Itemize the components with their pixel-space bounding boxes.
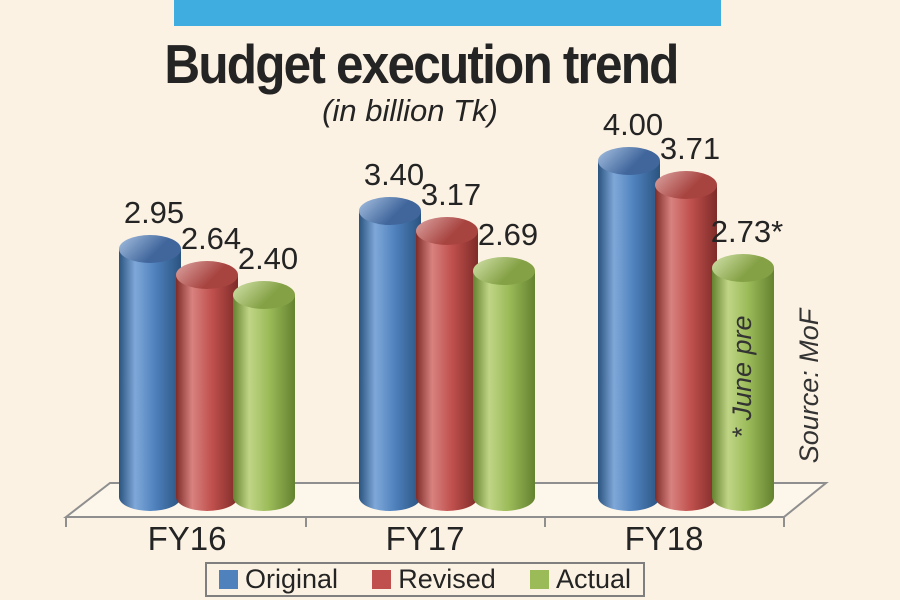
cylinder-body xyxy=(473,271,535,497)
category-label-fy18: FY18 xyxy=(624,520,704,557)
bar-original-fy16 xyxy=(119,235,181,511)
june-preliminary-note: * June pre xyxy=(727,315,757,439)
bar-original-fy18 xyxy=(598,147,660,511)
cylinder-top-face xyxy=(655,171,717,200)
bar-value-label-original-fy17: 3.40 xyxy=(363,157,425,193)
cylinder-body xyxy=(598,161,660,497)
cylinder-top-face xyxy=(416,216,478,245)
source-note: Source: MoF xyxy=(794,308,824,464)
bar-actual-fy16 xyxy=(233,281,295,511)
legend-swatch-revised xyxy=(372,570,392,589)
chart-subtitle: (in billion Tk) xyxy=(322,93,498,128)
bar-value-label-actual-fy18: 2.73* xyxy=(710,213,784,249)
cylinder-body xyxy=(416,230,478,497)
cylinder-top-face xyxy=(712,253,774,282)
legend-label-actual: Actual xyxy=(555,564,631,594)
bar-revised-fy17 xyxy=(416,216,478,511)
legend-item-actual: Actual xyxy=(529,564,631,595)
cylinder-body xyxy=(233,295,295,497)
bar-value-label-actual-fy16: 2.40 xyxy=(237,241,299,277)
cylinder-top-face xyxy=(359,197,421,226)
cylinder-top-face xyxy=(473,257,535,286)
bar-actual-fy17 xyxy=(473,257,535,511)
bar-value-label-original-fy16: 2.95 xyxy=(123,195,185,231)
bar-value-label-actual-fy17: 2.69 xyxy=(477,217,539,253)
bar-actual-fy18 xyxy=(712,253,774,511)
category-label-fy16: FY16 xyxy=(147,520,227,557)
category-label-fy17: FY17 xyxy=(385,520,465,557)
cylinder-body xyxy=(359,211,421,497)
bar-revised-fy16 xyxy=(176,261,238,511)
legend-label-revised: Revised xyxy=(398,564,496,594)
legend-swatch-original xyxy=(219,570,238,589)
bar-value-label-revised-fy16: 2.64 xyxy=(180,221,242,257)
bar-value-label-original-fy18: 4.00 xyxy=(602,107,664,142)
cylinder-body xyxy=(119,249,181,497)
cylinder-top-face xyxy=(119,235,181,264)
bar-revised-fy18 xyxy=(655,171,717,511)
header-accent-bar xyxy=(174,0,721,26)
cylinder-body xyxy=(655,185,717,497)
cylinder-body xyxy=(176,275,238,497)
cylinder-top-face xyxy=(598,147,660,175)
legend-item-revised: Revised xyxy=(372,564,496,595)
cylinder-body xyxy=(712,267,774,497)
bar-value-label-revised-fy18: 3.71 xyxy=(659,131,721,167)
cylinder-top-face xyxy=(176,261,238,290)
bar-value-label-revised-fy17: 3.17 xyxy=(420,176,482,212)
legend-swatch-actual xyxy=(529,570,549,589)
legend-label-original: Original xyxy=(245,564,339,594)
bar-original-fy17 xyxy=(359,197,421,511)
chart-title: Budget execution trend xyxy=(164,33,679,95)
legend: Original Revised Actual xyxy=(205,562,645,597)
legend-item-original: Original xyxy=(219,564,338,595)
cylinder-top-face xyxy=(233,281,295,310)
